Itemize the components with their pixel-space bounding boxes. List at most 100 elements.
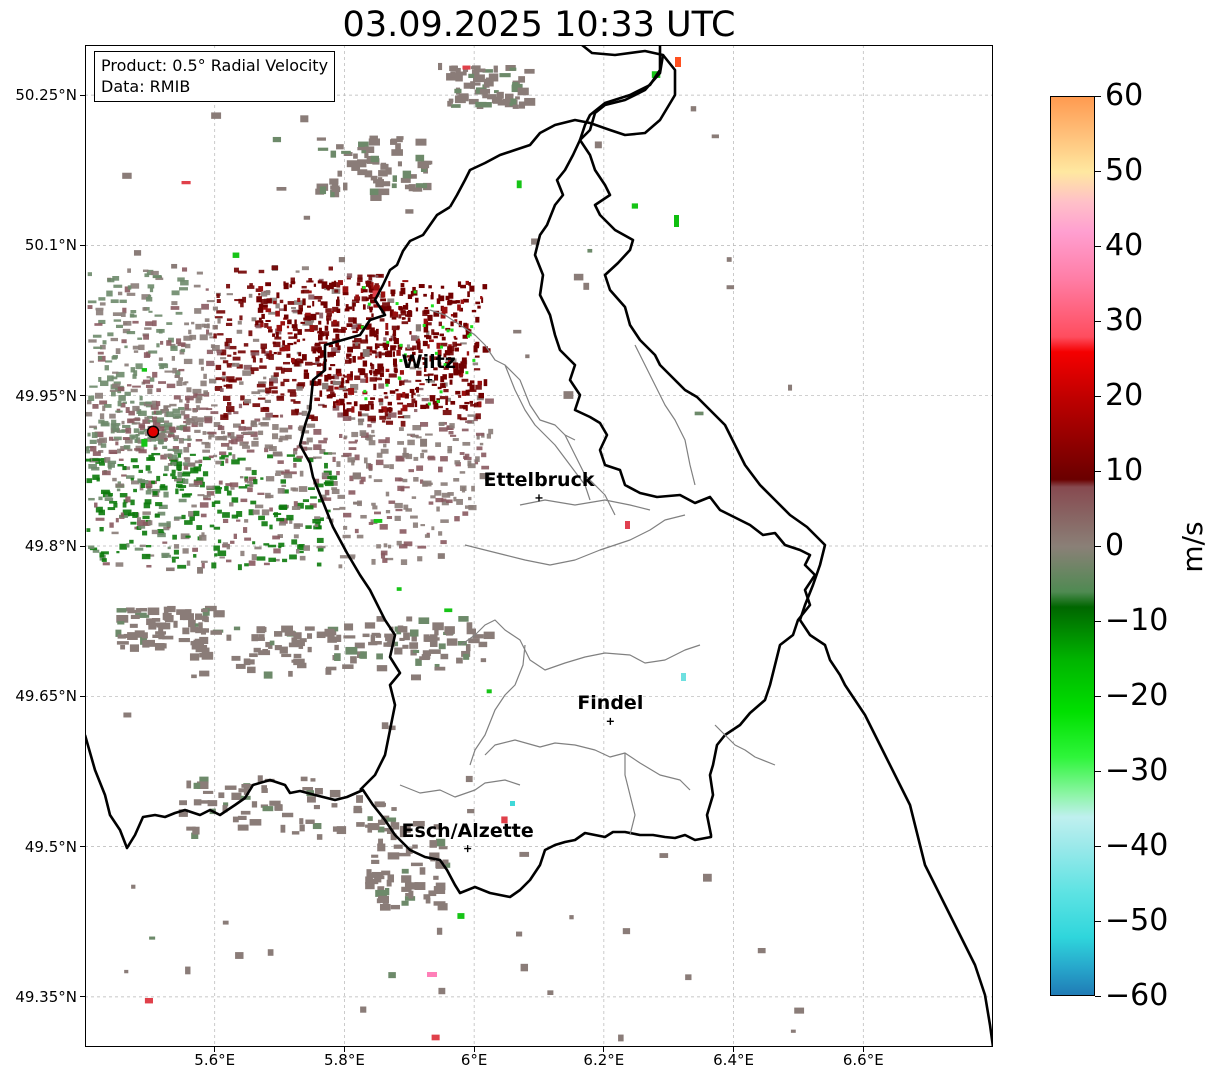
radar-echo [226, 283, 231, 289]
radar-echo [193, 466, 202, 472]
radar-echo [117, 291, 123, 296]
radar-echo [86, 478, 93, 484]
radar-echo [147, 436, 152, 439]
radar-echo [303, 545, 310, 551]
radar-echo [135, 608, 142, 613]
radar-echo [594, 141, 602, 149]
radar-echo [100, 489, 110, 495]
radar-echo [182, 613, 194, 621]
radar-echo [458, 616, 469, 622]
radar-echo [392, 358, 397, 366]
radar-echo [370, 404, 374, 410]
radar-echo [405, 508, 412, 512]
radar-echo [233, 351, 237, 355]
radar-echo [314, 516, 321, 521]
radar-echo [376, 665, 388, 672]
radar-echo [293, 447, 298, 451]
radar-echo [370, 175, 378, 181]
radar-echo [428, 285, 432, 289]
radar-echo [195, 613, 203, 620]
radar-echo [410, 335, 418, 341]
radar-echo [112, 477, 117, 482]
radar-echo [390, 335, 394, 341]
radar-echo [294, 319, 297, 325]
radar-echo [258, 286, 264, 292]
radar-echo [348, 417, 356, 420]
radar-echo [435, 860, 444, 866]
radar-echo [158, 632, 165, 640]
radar-echo [384, 633, 394, 638]
radar-echo [377, 177, 383, 181]
radar-echo [249, 819, 262, 826]
radar-echo [206, 360, 215, 367]
radar-echo [344, 623, 354, 631]
radar-echo [142, 640, 150, 648]
radar-echo [427, 402, 431, 406]
radar-echo [163, 609, 169, 616]
radar-echo [229, 482, 239, 488]
radar-echo [299, 470, 304, 477]
radar-echo [232, 252, 240, 258]
radar-echo [469, 380, 475, 384]
radar-echo [469, 400, 473, 404]
longitude-tick-label: 6°E [460, 1051, 488, 1069]
radar-echo [403, 447, 407, 454]
radar-echo [293, 463, 297, 468]
radar-echo [328, 266, 333, 271]
radar-echo [370, 327, 375, 333]
colorbar-tick-label: −50 [1105, 903, 1169, 938]
radar-echo [405, 174, 417, 179]
radar-echo [274, 336, 282, 340]
radar-echo [296, 383, 304, 389]
radar-echo [194, 429, 201, 433]
radar-echo [237, 457, 246, 461]
radar-echo [450, 104, 461, 108]
radar-echo [175, 427, 179, 430]
radar-echo [143, 438, 152, 442]
radar-echo [269, 297, 278, 304]
canton-boundaries [399, 309, 776, 836]
radar-echo [325, 668, 332, 675]
radar-echo [625, 521, 630, 529]
radar-echo [270, 375, 278, 380]
radar-echo [181, 267, 188, 272]
radar-echo [220, 430, 226, 435]
radar-echo [403, 379, 409, 382]
radar-map[interactable] [85, 45, 993, 1047]
radar-echo [228, 345, 237, 350]
radar-echo [388, 972, 396, 979]
radar-echo [385, 420, 394, 425]
radar-echo [199, 407, 209, 410]
radar-echo [184, 520, 193, 525]
radar-echo [441, 336, 446, 341]
radar-echo [279, 435, 289, 441]
radar-echo [397, 325, 400, 329]
radar-echo [265, 412, 273, 418]
radar-echo [448, 373, 454, 379]
radar-echo [192, 826, 200, 835]
radar-echo [380, 305, 384, 310]
radar-echo [364, 397, 368, 401]
radar-echo [420, 524, 426, 527]
radar-echo [461, 357, 467, 365]
radar-echo [278, 546, 282, 549]
radar-echo [324, 489, 330, 496]
radar-echo [143, 402, 152, 407]
radar-echo [185, 609, 192, 616]
radar-echo [402, 391, 406, 398]
radar-echo [301, 266, 309, 271]
radar-echo [293, 534, 299, 539]
radar-echo [351, 324, 361, 330]
radar-echo [502, 98, 511, 103]
radar-echo [339, 555, 349, 559]
radar-echo [177, 277, 185, 282]
radar-echo [134, 547, 144, 551]
radar-echo [174, 478, 183, 482]
radar-echo [437, 386, 442, 390]
radar-echo [475, 101, 487, 108]
radar-echo [272, 341, 276, 345]
radar-echo [251, 554, 257, 561]
radar-echo [313, 295, 323, 300]
radar-echo [373, 370, 377, 374]
radar-echo [129, 623, 138, 628]
